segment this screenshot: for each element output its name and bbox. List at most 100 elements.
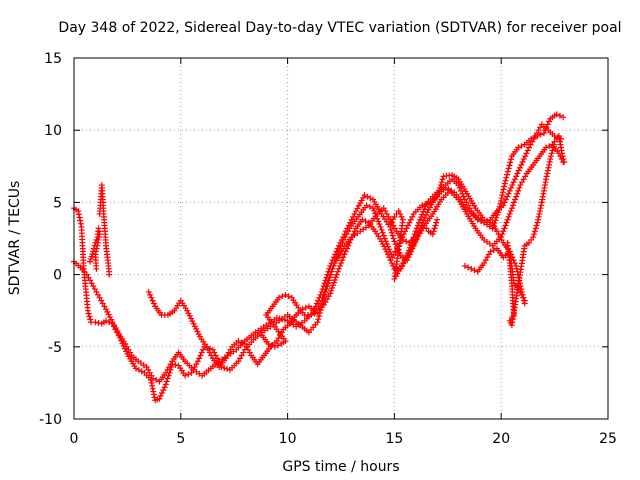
data-point [326,274,333,281]
data-point [500,202,507,209]
data-point [279,316,286,323]
data-point [157,392,164,399]
data-point [77,217,84,224]
data-point [420,208,427,215]
data-point [455,182,462,189]
data-point [145,288,152,295]
data-point [508,156,515,163]
data-point [198,349,205,356]
data-point [347,236,354,243]
data-point [330,254,337,261]
data-point [377,223,384,230]
series-trace-a [71,171,528,404]
x-tick-label: 20 [492,431,510,447]
data-point [331,276,338,283]
data-point [340,254,347,261]
data-point [560,114,567,121]
data-point [434,216,441,223]
data-point [172,361,179,368]
data-point [550,144,557,151]
data-point [333,271,340,278]
data-point [487,248,494,255]
data-point [350,231,357,238]
data-point [95,319,102,326]
data-point [498,234,505,241]
series-trace-d [258,121,565,350]
data-point [342,248,349,255]
data-point [279,293,286,300]
data-point [149,297,156,304]
data-point [550,141,557,148]
data-point [384,251,391,258]
y-axis-label: SDTVAR / TECUs [7,181,23,296]
data-point [513,173,520,180]
data-point [160,387,167,394]
data-point [421,206,428,213]
data-point [182,372,189,379]
data-point [386,254,393,261]
data-point [339,257,346,264]
y-tick-label: -5 [48,340,62,356]
data-point [150,375,157,382]
data-point [508,205,515,212]
x-tick-label: 5 [176,431,185,447]
data-point [92,319,99,326]
data-point [333,248,340,255]
data-point [194,358,201,365]
data-point [330,262,337,269]
data-point [271,343,278,350]
data-point [390,262,397,269]
data-point [341,251,348,258]
data-point [546,161,553,168]
data-point [200,346,207,353]
data-point [544,121,551,128]
data-point [505,190,512,197]
data-point [533,222,540,229]
data-point [548,153,555,160]
data-point [161,384,168,391]
data-point [345,242,352,249]
data-point [507,159,514,166]
data-point [379,229,386,236]
data-point [138,368,145,375]
data-point [135,366,142,373]
data-point [334,245,341,252]
x-tick-label: 15 [385,431,403,447]
data-point [491,220,498,227]
data-point [185,371,192,378]
data-point [523,150,530,157]
data-point [321,288,328,295]
data-point [495,209,502,216]
data-point [531,231,538,238]
data-point [430,228,437,235]
data-point [499,189,506,196]
data-point [497,200,504,207]
data-point [332,251,339,258]
y-tick-label: -10 [39,412,62,428]
data-point [503,174,510,181]
data-point [285,293,292,300]
data-point [392,241,399,248]
data-point [432,222,439,229]
data-point [414,222,421,229]
data-point [323,283,330,290]
data-point [484,218,491,225]
data-point [328,268,335,275]
data-point [84,307,91,314]
data-point [268,342,275,349]
data-point [520,294,527,301]
data-point [327,290,334,297]
data-point [93,245,100,252]
axis-ticks: 0 5 10 15 20 25 -10 -5 0 5 10 15 [39,51,617,447]
series-trace-b [71,111,567,385]
data-point [468,265,475,272]
data-point [75,211,82,218]
data-point [439,176,446,183]
data-point [535,213,542,220]
data-point [347,219,354,226]
data-point [94,242,101,249]
data-point [308,312,315,319]
data-point [410,234,417,241]
data-point [513,193,520,200]
data-point [380,232,387,239]
